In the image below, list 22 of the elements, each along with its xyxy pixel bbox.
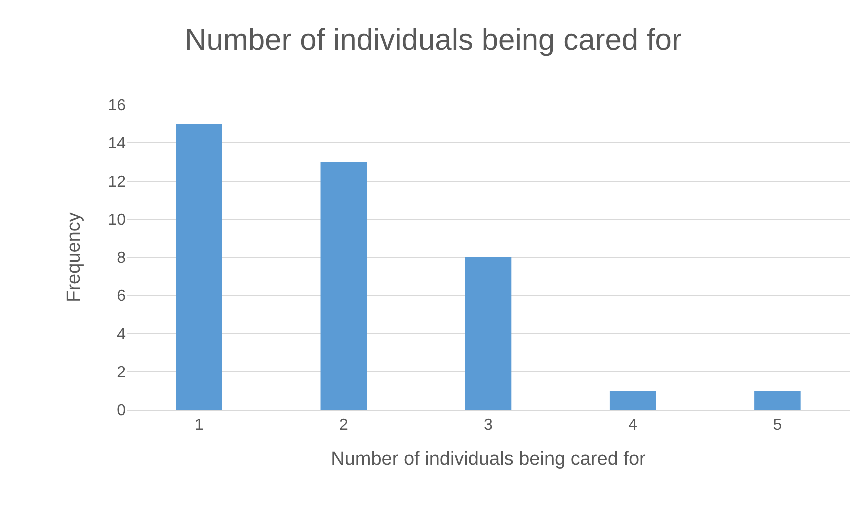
y-tick-label: 6	[117, 288, 126, 306]
bar	[465, 258, 512, 410]
bar	[320, 162, 368, 410]
y-tick-label: 4	[117, 326, 126, 344]
bar	[610, 390, 656, 410]
x-axis-title: Number of individuals being cared for	[331, 449, 647, 470]
y-axis-title: Frequency	[64, 212, 86, 302]
y-tick-label: 2	[117, 364, 126, 382]
bar	[754, 390, 801, 410]
chart-title: Number of individuals being cared for	[185, 24, 682, 57]
x-tick-label: 1	[194, 417, 204, 434]
x-tick-label: 4	[628, 417, 638, 434]
y-tick-label: 0	[117, 402, 126, 420]
y-tick-label: 10	[108, 212, 126, 229]
y-tick-label: 8	[117, 250, 126, 268]
y-tick-label: 12	[108, 174, 126, 191]
x-tick-label: 5	[773, 417, 782, 434]
bar	[176, 124, 222, 410]
y-tick-label: 16	[108, 98, 126, 115]
x-tick-label: 2	[339, 417, 348, 434]
x-tick-label: 3	[484, 417, 494, 434]
y-tick-label: 14	[108, 136, 126, 153]
